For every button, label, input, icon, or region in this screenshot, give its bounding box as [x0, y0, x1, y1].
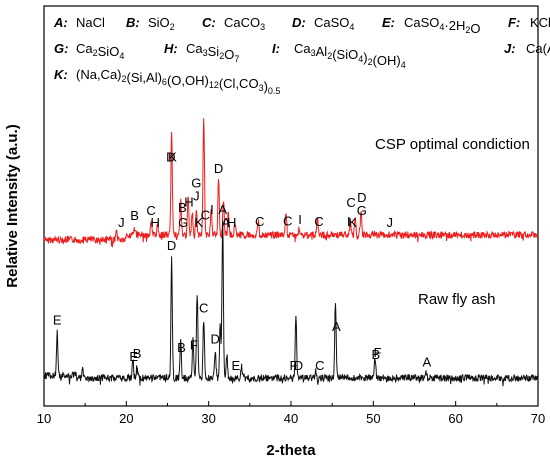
x-axis-label: 2-theta	[266, 442, 316, 459]
peak-label: C	[315, 358, 324, 373]
peak-label: B	[133, 346, 142, 361]
legend-item: D: CaSO4	[292, 15, 354, 32]
legend-key: A:	[53, 15, 68, 30]
legend-key: G:	[54, 41, 68, 56]
peak-label: E	[129, 349, 138, 364]
series-layer	[43, 118, 539, 387]
peak-label: C	[146, 203, 155, 218]
peak-label: B	[177, 340, 186, 355]
legend-key: E:	[382, 15, 395, 30]
peak-label: C	[199, 300, 208, 315]
legend-item: H: Ca3Si2O7	[164, 41, 239, 64]
x-tick-label: 10	[37, 411, 51, 426]
legend-key: C:	[202, 15, 216, 30]
legend-item: F: KCl	[508, 15, 550, 30]
peak-label: H	[184, 195, 193, 210]
peak-label: D	[357, 190, 366, 205]
peak-label: A	[423, 354, 432, 369]
peak-label: B	[371, 347, 380, 362]
peak-label: G	[357, 203, 367, 218]
peak-label: H	[150, 215, 159, 230]
x-tick-label: 20	[119, 411, 133, 426]
legend-item: J: Ca(Al2Si2O8)	[504, 41, 550, 65]
series-label-csp: CSP optimal condiction	[375, 136, 530, 153]
legend-formula: Ca(Al2Si2O8)	[526, 41, 550, 65]
peak-label: B	[178, 200, 187, 215]
x-axis: 10 20 30 40 50 60 70	[37, 401, 545, 426]
peak-label: K	[348, 215, 357, 230]
legend-item: A: NaCl	[53, 15, 105, 30]
peak-label: A	[332, 319, 341, 334]
legend-key: F:	[508, 15, 520, 30]
peak-label: E	[53, 312, 62, 327]
peak-label: J	[387, 215, 394, 230]
peak-label: F	[190, 338, 198, 353]
peak-label: J	[118, 215, 125, 230]
x-tick-label: 50	[366, 411, 380, 426]
peak-label: F	[289, 358, 297, 373]
legend-key: I:	[272, 41, 280, 56]
legend-item: G: Ca2SiO4	[54, 41, 124, 61]
peak-label: F	[373, 345, 381, 360]
x-tick-label: 40	[284, 411, 298, 426]
y-axis-label: Relative Intensity (a.u.)	[4, 124, 21, 287]
peak-label: G	[191, 176, 201, 191]
peak-label: C	[283, 214, 292, 229]
peak-label: D	[166, 149, 175, 164]
peak-label: D	[211, 332, 220, 347]
legend-formula: CaCO3	[224, 15, 265, 32]
series-line-csp	[43, 118, 539, 248]
legend-formula: (Na,Ca)2(Si,Al)6(O,OH)12(Cl,CO3)0.5	[76, 67, 280, 96]
peak-label: A	[222, 215, 231, 230]
peak-label: D	[167, 238, 176, 253]
peak-label: E	[232, 358, 241, 373]
legend-formula: CaSO4	[314, 15, 354, 32]
peak-label: K	[168, 149, 177, 164]
legend-formula: Ca3Si2O7	[186, 41, 239, 64]
legend-formula: CaSO4·2H2O	[404, 15, 481, 36]
peak-label: B	[130, 208, 139, 223]
x-tick-label: 70	[531, 411, 545, 426]
legend-key: J:	[504, 41, 516, 56]
plot-frame	[43, 5, 539, 407]
series-line-raw	[43, 219, 539, 387]
legend-item: E: CaSO4·2H2O	[382, 15, 481, 36]
x-tick-label: 30	[201, 411, 215, 426]
legend-key: D:	[292, 15, 306, 30]
peak-label: A	[218, 202, 227, 217]
peak-label: D	[294, 358, 303, 373]
x-tick-label: 60	[448, 411, 462, 426]
peak-label: H	[227, 215, 236, 230]
peak-label: K	[194, 215, 203, 230]
peak-label: C	[255, 214, 264, 229]
peak-label: D	[214, 161, 223, 176]
series-label-raw: Raw fly ash	[418, 291, 496, 308]
peak-label: I	[347, 214, 351, 229]
peak-label: I	[210, 202, 214, 217]
legend-key: B:	[126, 15, 140, 30]
legend-formula: Ca2SiO4	[76, 41, 124, 61]
legend-key: H:	[164, 41, 178, 56]
peak-label: G	[178, 215, 188, 230]
legend-item: K: (Na,Ca)2(Si,Al)6(O,OH)12(Cl,CO3)0.5	[54, 67, 280, 96]
peak-label: C	[201, 208, 210, 223]
peak-label: I	[298, 212, 302, 227]
peak-label: J	[193, 189, 200, 204]
legend-item: C: CaCO3	[202, 15, 265, 32]
legend-formula: SiO2	[148, 15, 175, 32]
legend-formula: KCl	[530, 15, 550, 30]
peak-label: C	[314, 214, 323, 229]
peak-label: C	[346, 195, 355, 210]
legend-formula: Ca3Al2(SiO4)2(OH)4	[294, 41, 406, 70]
legend-item: I: Ca3Al2(SiO4)2(OH)4	[272, 41, 406, 70]
legend-item: B: SiO2	[126, 15, 175, 32]
phase-legend: A: NaCl B: SiO2 C: CaCO3 D: CaSO4 E: CaSO4·2H2O F:…	[53, 15, 550, 96]
legend-formula: NaCl	[76, 15, 105, 30]
legend-key: K:	[54, 67, 68, 82]
